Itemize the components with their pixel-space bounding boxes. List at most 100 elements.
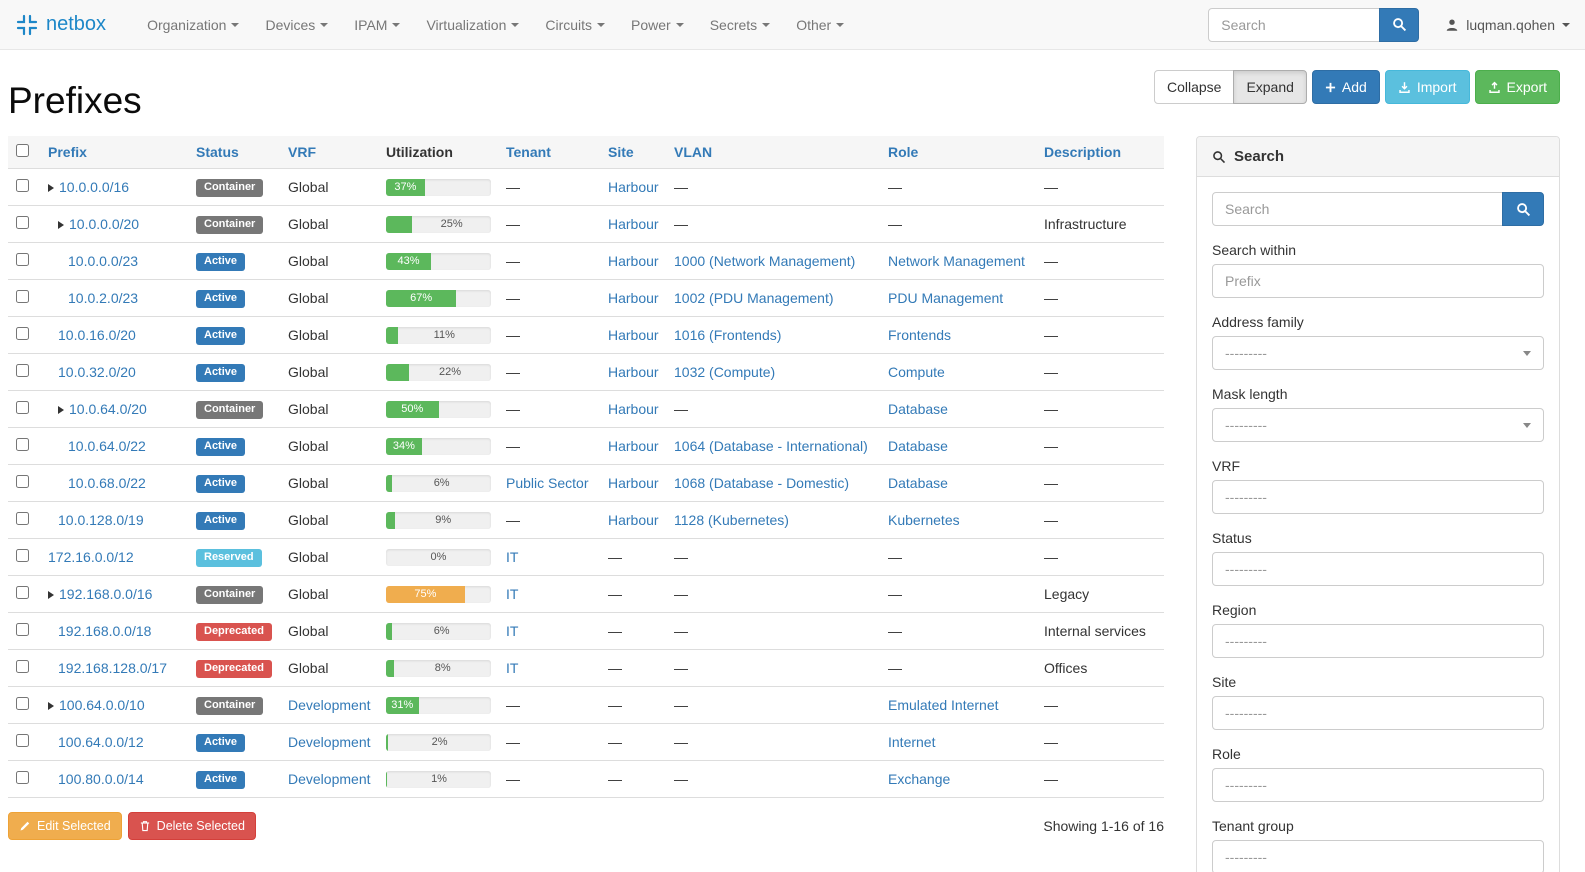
role-link[interactable]: PDU Management: [888, 290, 1004, 306]
prefix-link[interactable]: 10.0.128.0/19: [58, 512, 144, 528]
user-menu[interactable]: luqman.qohen: [1445, 17, 1570, 33]
nav-menu-organization[interactable]: Organization: [134, 2, 252, 48]
prefix-link[interactable]: 172.16.0.0/12: [48, 549, 134, 565]
role-link[interactable]: Database: [888, 475, 948, 491]
row-checkbox[interactable]: [16, 364, 29, 377]
expand-children-icon[interactable]: [58, 221, 64, 229]
site-link[interactable]: Harbour: [608, 512, 659, 528]
navbar-search-input[interactable]: [1208, 7, 1381, 42]
row-checkbox[interactable]: [16, 623, 29, 636]
prefix-link[interactable]: 100.80.0.0/14: [58, 771, 144, 787]
nav-menu-other[interactable]: Other: [783, 2, 857, 48]
vrf-link[interactable]: Development: [288, 734, 371, 750]
vlan-link[interactable]: 1064 (Database - International): [674, 438, 868, 454]
role-link[interactable]: Network Management: [888, 253, 1025, 269]
filter-input-search-within[interactable]: [1212, 264, 1544, 298]
tenant-link[interactable]: IT: [506, 660, 519, 676]
column-header-status[interactable]: Status: [188, 136, 280, 169]
row-checkbox[interactable]: [16, 327, 29, 340]
vlan-link[interactable]: 1002 (PDU Management): [674, 290, 834, 306]
vlan-link[interactable]: 1128 (Kubernetes): [674, 512, 789, 528]
vrf-link[interactable]: Development: [288, 771, 371, 787]
nav-menu-devices[interactable]: Devices: [252, 2, 341, 48]
row-checkbox[interactable]: [16, 771, 29, 784]
prefix-link[interactable]: 10.0.0.0/16: [59, 179, 130, 195]
filter-select-status[interactable]: ---------: [1212, 552, 1544, 586]
tenant-link[interactable]: IT: [506, 623, 519, 639]
filter-select-role[interactable]: ---------: [1212, 768, 1544, 802]
row-checkbox[interactable]: [16, 216, 29, 229]
site-link[interactable]: Harbour: [608, 438, 659, 454]
row-checkbox[interactable]: [16, 549, 29, 562]
expand-children-icon[interactable]: [58, 406, 64, 414]
nav-menu-secrets[interactable]: Secrets: [697, 2, 783, 48]
filter-search-input[interactable]: [1212, 192, 1503, 226]
site-link[interactable]: Harbour: [608, 290, 659, 306]
prefix-link[interactable]: 192.168.128.0/17: [58, 660, 167, 676]
column-header-vrf[interactable]: VRF: [280, 136, 378, 169]
export-button[interactable]: Export: [1474, 70, 1560, 105]
filter-select-region[interactable]: ---------: [1212, 624, 1544, 658]
select-all-checkbox[interactable]: [16, 144, 29, 157]
site-link[interactable]: Harbour: [608, 253, 659, 269]
role-link[interactable]: Emulated Internet: [888, 697, 999, 713]
vlan-link[interactable]: 1000 (Network Management): [674, 253, 856, 269]
role-link[interactable]: Kubernetes: [888, 512, 960, 528]
role-link[interactable]: Database: [888, 438, 948, 454]
row-checkbox[interactable]: [16, 734, 29, 747]
delete-selected-button[interactable]: Delete Selected: [127, 812, 256, 841]
nav-menu-power[interactable]: Power: [618, 2, 697, 48]
site-link[interactable]: Harbour: [608, 401, 659, 417]
tenant-link[interactable]: IT: [506, 586, 519, 602]
role-link[interactable]: Frontends: [888, 327, 952, 343]
expand-children-icon[interactable]: [48, 591, 54, 599]
row-checkbox[interactable]: [16, 697, 29, 710]
filter-search-button[interactable]: [1502, 192, 1544, 226]
site-link[interactable]: Harbour: [608, 475, 659, 491]
site-link[interactable]: Harbour: [608, 364, 659, 380]
row-checkbox[interactable]: [16, 475, 29, 488]
tenant-link[interactable]: Public Sector: [506, 475, 589, 491]
role-link[interactable]: Database: [888, 401, 948, 417]
prefix-link[interactable]: 10.0.16.0/20: [58, 327, 136, 343]
prefix-link[interactable]: 10.0.0.0/20: [69, 216, 140, 232]
vrf-link[interactable]: Development: [288, 697, 371, 713]
import-button[interactable]: Import: [1384, 70, 1470, 105]
row-checkbox[interactable]: [16, 660, 29, 673]
column-header-vlan[interactable]: VLAN: [666, 136, 880, 169]
expand-children-icon[interactable]: [48, 184, 54, 192]
role-link[interactable]: Internet: [888, 734, 936, 750]
column-header-tenant[interactable]: Tenant: [498, 136, 600, 169]
prefix-link[interactable]: 192.168.0.0/16: [59, 586, 153, 602]
prefix-link[interactable]: 10.0.64.0/22: [68, 438, 146, 454]
filter-select-address-family[interactable]: ---------: [1212, 336, 1544, 370]
tenant-link[interactable]: IT: [506, 549, 519, 565]
netbox-logo[interactable]: netbox: [15, 13, 106, 37]
prefix-link[interactable]: 10.0.0.0/23: [68, 253, 139, 269]
site-link[interactable]: Harbour: [608, 216, 659, 232]
prefix-link[interactable]: 10.0.32.0/20: [58, 364, 136, 380]
row-checkbox[interactable]: [16, 586, 29, 599]
row-checkbox[interactable]: [16, 438, 29, 451]
prefix-link[interactable]: 10.0.68.0/22: [68, 475, 146, 491]
column-header-site[interactable]: Site: [600, 136, 666, 169]
site-link[interactable]: Harbour: [608, 327, 659, 343]
filter-select-tenant-group[interactable]: ---------: [1212, 840, 1544, 872]
filter-select-vrf[interactable]: ---------: [1212, 480, 1544, 514]
edit-selected-button[interactable]: Edit Selected: [8, 812, 122, 841]
prefix-link[interactable]: 10.0.2.0/23: [68, 290, 139, 306]
vlan-link[interactable]: 1032 (Compute): [674, 364, 776, 380]
column-header-role[interactable]: Role: [880, 136, 1036, 169]
prefix-link[interactable]: 10.0.64.0/20: [69, 401, 147, 417]
row-checkbox[interactable]: [16, 179, 29, 192]
vlan-link[interactable]: 1068 (Database - Domestic): [674, 475, 850, 491]
nav-menu-virtualization[interactable]: Virtualization: [413, 2, 532, 48]
nav-menu-ipam[interactable]: IPAM: [341, 2, 413, 48]
navbar-search-button[interactable]: [1379, 7, 1420, 42]
prefix-link[interactable]: 100.64.0.0/12: [58, 734, 144, 750]
filter-select-site[interactable]: ---------: [1212, 696, 1544, 730]
filter-select-mask-length[interactable]: ---------: [1212, 408, 1544, 442]
vlan-link[interactable]: 1016 (Frontends): [674, 327, 782, 343]
prefix-link[interactable]: 100.64.0.0/10: [59, 697, 145, 713]
role-link[interactable]: Compute: [888, 364, 945, 380]
